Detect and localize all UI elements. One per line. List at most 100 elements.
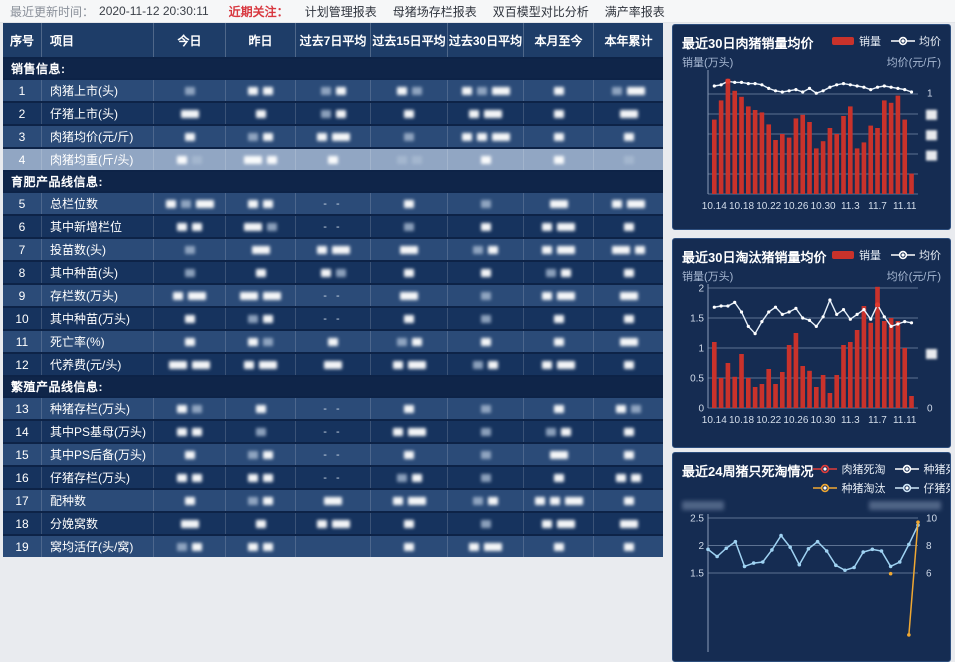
- table-row[interactable]: 4 肉猪均重(斤/头): [3, 149, 663, 170]
- row-value-redacted: [370, 285, 447, 306]
- redacted-value-block: [480, 291, 491, 300]
- row-value-redacted: [153, 536, 225, 557]
- row-value-redacted: [593, 444, 663, 465]
- redacted-value-block: [177, 222, 187, 231]
- col-header-7day-avg: 过去7日平均: [295, 23, 370, 57]
- row-index: 19: [15, 539, 29, 554]
- row-value-redacted: [153, 239, 225, 260]
- redacted-value-block: [549, 199, 568, 208]
- redacted-value-block: [244, 222, 262, 231]
- legend-item[interactable]: 种猪死亡: [895, 461, 950, 477]
- redacted-value-block: [248, 199, 258, 208]
- redacted-value-block: [248, 86, 258, 95]
- barline2: 21.510.50 010.14 10.18 10.22 10.26 10.30 11.3 1…: [690, 284, 937, 426]
- row-value-redacted: [225, 421, 295, 442]
- table-row[interactable]: 17 配种数: [3, 490, 663, 511]
- row-value-redacted: [523, 239, 593, 260]
- row-value-redacted: [447, 354, 523, 375]
- redacted-value-block: [255, 268, 266, 277]
- row-value-redacted: [225, 398, 295, 419]
- table-row[interactable]: 8 其中种苗(头): [3, 262, 663, 283]
- row-label: 分娩窝数: [41, 513, 153, 534]
- redacted-value-block: [553, 155, 564, 164]
- redacted-value-block: [316, 245, 327, 254]
- row-value-redacted: [153, 262, 225, 283]
- table-row[interactable]: 16 仔猪存栏(万头) - -: [3, 467, 663, 488]
- svg-text:2: 2: [698, 541, 704, 552]
- svg-text:10.18: 10.18: [729, 415, 754, 426]
- redacted-value-block: [623, 450, 634, 459]
- table-row[interactable]: 9 存栏数(万头) - -: [3, 285, 663, 306]
- table-row[interactable]: 2 仔猪上市(头): [3, 103, 663, 124]
- legend-item[interactable]: 销量: [831, 33, 881, 49]
- row-value-redacted: [225, 490, 295, 511]
- table-row[interactable]: 15 其中PS后备(万头) - -: [3, 444, 663, 465]
- table-row[interactable]: 10 其中种苗(万头) - -: [3, 308, 663, 329]
- link-model-compare-report[interactable]: 双百模型对比分析: [492, 4, 589, 19]
- redacted-value-block: [469, 109, 479, 118]
- link-sow-farm-report[interactable]: 母猪场存栏报表: [392, 4, 477, 19]
- row-value-redacted: [225, 193, 295, 214]
- redacted-value-block: [407, 360, 426, 369]
- table-row[interactable]: 12 代养费(元/头): [3, 354, 663, 375]
- table-row[interactable]: 7 投苗数(头): [3, 239, 663, 260]
- row-value-redacted: [153, 80, 225, 101]
- chart-title: 最近30日淘汰猪销量均价: [682, 250, 827, 265]
- table-row[interactable]: 3 肉猪均价(元/斤): [3, 126, 663, 147]
- row-value-redacted: [447, 421, 523, 442]
- row-value-redacted: [593, 216, 663, 237]
- svg-text:11.7: 11.7: [868, 201, 887, 212]
- row-value-redacted: [295, 490, 370, 511]
- row-index: 3: [18, 129, 26, 144]
- bar-line-chart: 2 1.5 1 0.5 0 0 10.14 10.18 10.22 10.26 10.30 11.3 1…: [682, 282, 941, 434]
- redacted-value-block: [184, 450, 195, 459]
- updated-time-label: 最近更新时间：: [10, 4, 95, 19]
- row-value-redacted: [295, 126, 370, 147]
- legend-item[interactable]: 均价: [891, 33, 941, 49]
- redacted-value-block: [180, 199, 191, 208]
- row-index: 8: [18, 265, 26, 280]
- table-row[interactable]: 18 分娩窝数: [3, 513, 663, 534]
- row-value-redacted: [153, 126, 225, 147]
- table-row[interactable]: 1 肉猪上市(头): [3, 80, 663, 101]
- redacted-value-block: [316, 519, 327, 528]
- row-label: 肉猪均价(元/斤): [41, 126, 153, 147]
- redacted-value-block: [404, 109, 414, 118]
- redacted-value-block: [619, 109, 638, 118]
- table-row[interactable]: 14 其中PS基母(万头) - -: [3, 421, 663, 442]
- table-row[interactable]: 13 种猪存栏(万头) - -: [3, 398, 663, 419]
- redacted-value-block: [180, 109, 199, 118]
- redacted-value-block: [331, 245, 350, 254]
- redacted-value-block: [553, 86, 564, 95]
- row-value-redacted: [370, 80, 447, 101]
- legend-item[interactable]: 销量: [831, 247, 881, 263]
- row-label: 配种数: [41, 490, 153, 511]
- redacted-value-block: [542, 245, 552, 254]
- svg-text:10.26: 10.26: [783, 415, 808, 426]
- table-row[interactable]: 11 死亡率(%): [3, 331, 663, 352]
- table-row[interactable]: 19 窝均活仔(头/窝): [3, 536, 663, 557]
- legend-item[interactable]: 种猪淘汰: [813, 480, 885, 496]
- recent-focus-label: 近期关注：: [228, 4, 289, 19]
- redacted-value-block: [404, 404, 414, 413]
- row-index: 1: [18, 83, 26, 98]
- link-full-capacity-report[interactable]: 满产率报表: [604, 4, 665, 19]
- legend-item[interactable]: 肉猪死淘: [813, 461, 885, 477]
- redacted-value-block: [612, 86, 622, 95]
- redacted-value-block: [259, 360, 277, 369]
- link-plan-report[interactable]: 计划管理报表: [304, 4, 377, 19]
- redacted-value-block: [542, 222, 552, 231]
- redacted-value-block: [404, 199, 414, 208]
- legend-item[interactable]: 仔猪死亡: [895, 480, 950, 496]
- row-value-redacted: [447, 262, 523, 283]
- row-value-redacted: [225, 216, 295, 237]
- table-row[interactable]: 5 总栏位数 - -: [3, 193, 663, 214]
- line-legend-marker: [891, 250, 915, 260]
- row-value-redacted: [447, 444, 523, 465]
- line-legend-marker: [895, 483, 920, 493]
- table-row[interactable]: 6 其中新增栏位 - -: [3, 216, 663, 237]
- redacted-value-block: [627, 199, 645, 208]
- redacted-value-block: [404, 268, 414, 277]
- legend-item[interactable]: 均价: [891, 247, 941, 263]
- redacted-value-block: [480, 519, 491, 528]
